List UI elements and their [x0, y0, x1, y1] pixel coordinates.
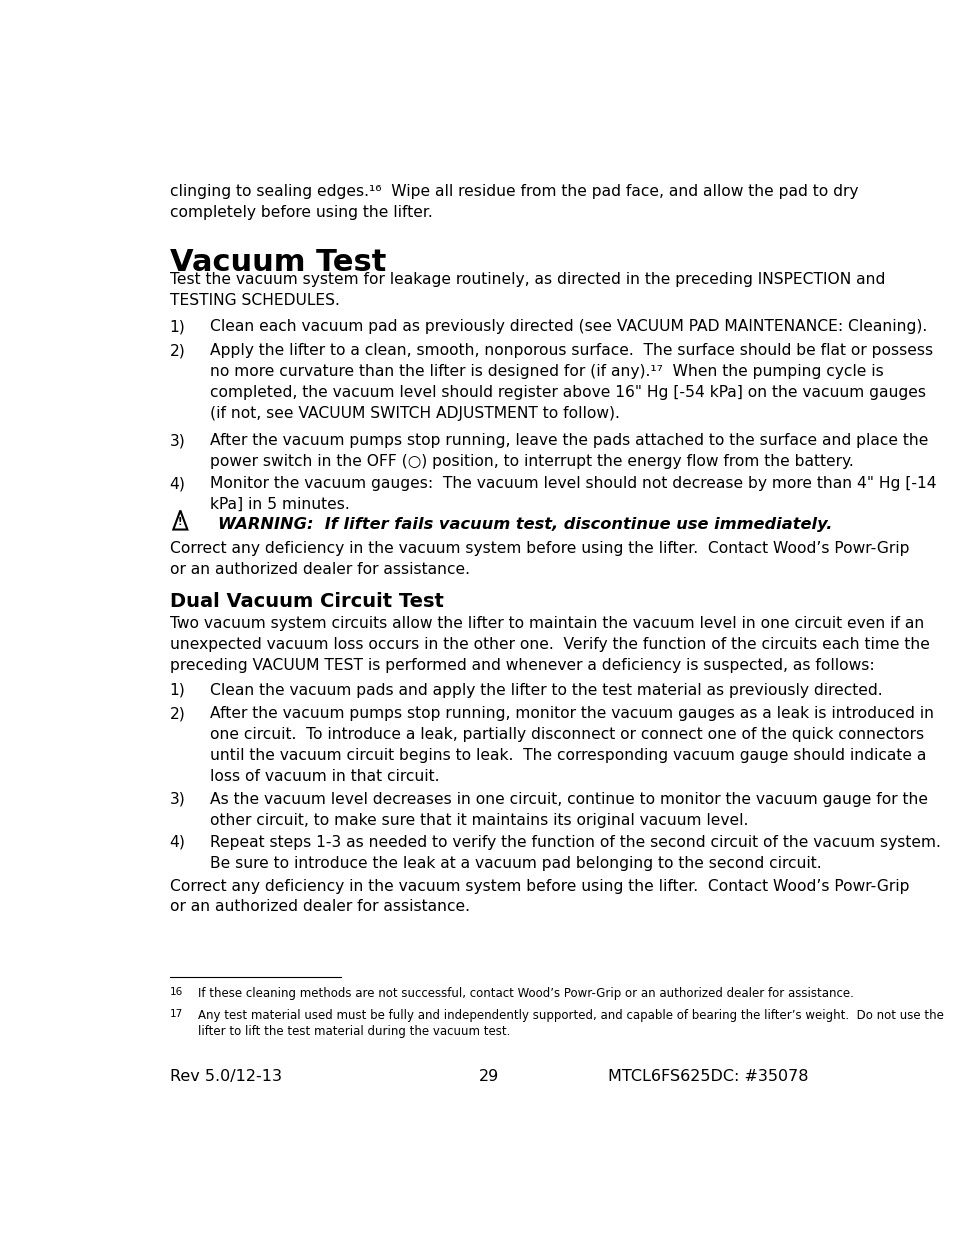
Text: Monitor the vacuum gauges:  The vacuum level should not decrease by more than 4": Monitor the vacuum gauges: The vacuum le…: [210, 477, 936, 492]
Text: Repeat steps 1-3 as needed to verify the function of the second circuit of the v: Repeat steps 1-3 as needed to verify the…: [210, 835, 941, 850]
Text: 2): 2): [170, 706, 185, 721]
Text: completely before using the lifter.: completely before using the lifter.: [170, 205, 432, 220]
Text: !: !: [178, 517, 182, 527]
Text: TESTING SCHEDULES.: TESTING SCHEDULES.: [170, 293, 339, 308]
Text: 4): 4): [170, 477, 185, 492]
Text: (if not, see VACUUM SWITCH ADJUSTMENT to follow).: (if not, see VACUUM SWITCH ADJUSTMENT to…: [210, 406, 619, 421]
Text: 16: 16: [170, 987, 183, 997]
Text: Correct any deficiency in the vacuum system before using the lifter.  Contact Wo: Correct any deficiency in the vacuum sys…: [170, 878, 908, 894]
Text: kPa] in 5 minutes.: kPa] in 5 minutes.: [210, 498, 350, 513]
Text: 3): 3): [170, 433, 185, 448]
Text: lifter to lift the test material during the vacuum test.: lifter to lift the test material during …: [197, 1025, 510, 1037]
Text: Two vacuum system circuits allow the lifter to maintain the vacuum level in one : Two vacuum system circuits allow the lif…: [170, 616, 923, 631]
Text: Clean the vacuum pads and apply the lifter to the test material as previously di: Clean the vacuum pads and apply the lift…: [210, 683, 882, 698]
Text: As the vacuum level decreases in one circuit, continue to monitor the vacuum gau: As the vacuum level decreases in one cir…: [210, 792, 927, 806]
Text: 29: 29: [478, 1068, 498, 1084]
Text: power switch in the OFF (○) position, to interrupt the energy flow from the batt: power switch in the OFF (○) position, to…: [210, 454, 853, 469]
Text: Rev 5.0/12-13: Rev 5.0/12-13: [170, 1068, 281, 1084]
Text: completed, the vacuum level should register above 16" Hg [-54 kPa] on the vacuum: completed, the vacuum level should regis…: [210, 385, 925, 400]
Text: unexpected vacuum loss occurs in the other one.  Verify the function of the circ: unexpected vacuum loss occurs in the oth…: [170, 637, 928, 652]
Text: Any test material used must be fully and independently supported, and capable of: Any test material used must be fully and…: [197, 1009, 943, 1021]
Text: one circuit.  To introduce a leak, partially disconnect or connect one of the qu: one circuit. To introduce a leak, partia…: [210, 727, 923, 742]
Text: Dual Vacuum Circuit Test: Dual Vacuum Circuit Test: [170, 593, 443, 611]
Text: 2): 2): [170, 343, 185, 358]
Text: Test the vacuum system for leakage routinely, as directed in the preceding INSPE: Test the vacuum system for leakage routi…: [170, 272, 884, 287]
Text: 3): 3): [170, 792, 185, 806]
Text: MTCL6FS625DC: #35078: MTCL6FS625DC: #35078: [607, 1068, 807, 1084]
Text: other circuit, to make sure that it maintains its original vacuum level.: other circuit, to make sure that it main…: [210, 813, 748, 827]
Text: or an authorized dealer for assistance.: or an authorized dealer for assistance.: [170, 562, 469, 577]
Text: Be sure to introduce the leak at a vacuum pad belonging to the second circuit.: Be sure to introduce the leak at a vacuu…: [210, 856, 821, 871]
Text: 4): 4): [170, 835, 185, 850]
Text: After the vacuum pumps stop running, monitor the vacuum gauges as a leak is intr: After the vacuum pumps stop running, mon…: [210, 706, 933, 721]
Text: clinging to sealing edges.¹⁶  Wipe all residue from the pad face, and allow the : clinging to sealing edges.¹⁶ Wipe all re…: [170, 184, 858, 199]
Text: 1): 1): [170, 683, 185, 698]
Text: 1): 1): [170, 320, 185, 335]
Text: Clean each vacuum pad as previously directed (see VACUUM PAD MAINTENANCE: Cleani: Clean each vacuum pad as previously dire…: [210, 320, 926, 335]
Text: no more curvature than the lifter is designed for (if any).¹⁷  When the pumping : no more curvature than the lifter is des…: [210, 364, 883, 379]
Text: or an authorized dealer for assistance.: or an authorized dealer for assistance.: [170, 899, 469, 914]
Text: loss of vacuum in that circuit.: loss of vacuum in that circuit.: [210, 769, 439, 784]
Text: WARNING:  If lifter fails vacuum test, discontinue use immediately.: WARNING: If lifter fails vacuum test, di…: [217, 517, 831, 532]
Text: preceding VACUUM TEST is performed and whenever a deficiency is suspected, as fo: preceding VACUUM TEST is performed and w…: [170, 658, 873, 673]
Text: Vacuum Test: Vacuum Test: [170, 248, 386, 277]
Text: Apply the lifter to a clean, smooth, nonporous surface.  The surface should be f: Apply the lifter to a clean, smooth, non…: [210, 343, 932, 358]
Text: Correct any deficiency in the vacuum system before using the lifter.  Contact Wo: Correct any deficiency in the vacuum sys…: [170, 541, 908, 556]
Text: 17: 17: [170, 1009, 183, 1019]
Text: until the vacuum circuit begins to leak.  The corresponding vacuum gauge should : until the vacuum circuit begins to leak.…: [210, 748, 925, 763]
Text: After the vacuum pumps stop running, leave the pads attached to the surface and : After the vacuum pumps stop running, lea…: [210, 433, 927, 448]
Text: If these cleaning methods are not successful, contact Wood’s Powr-Grip or an aut: If these cleaning methods are not succes…: [197, 987, 853, 1000]
